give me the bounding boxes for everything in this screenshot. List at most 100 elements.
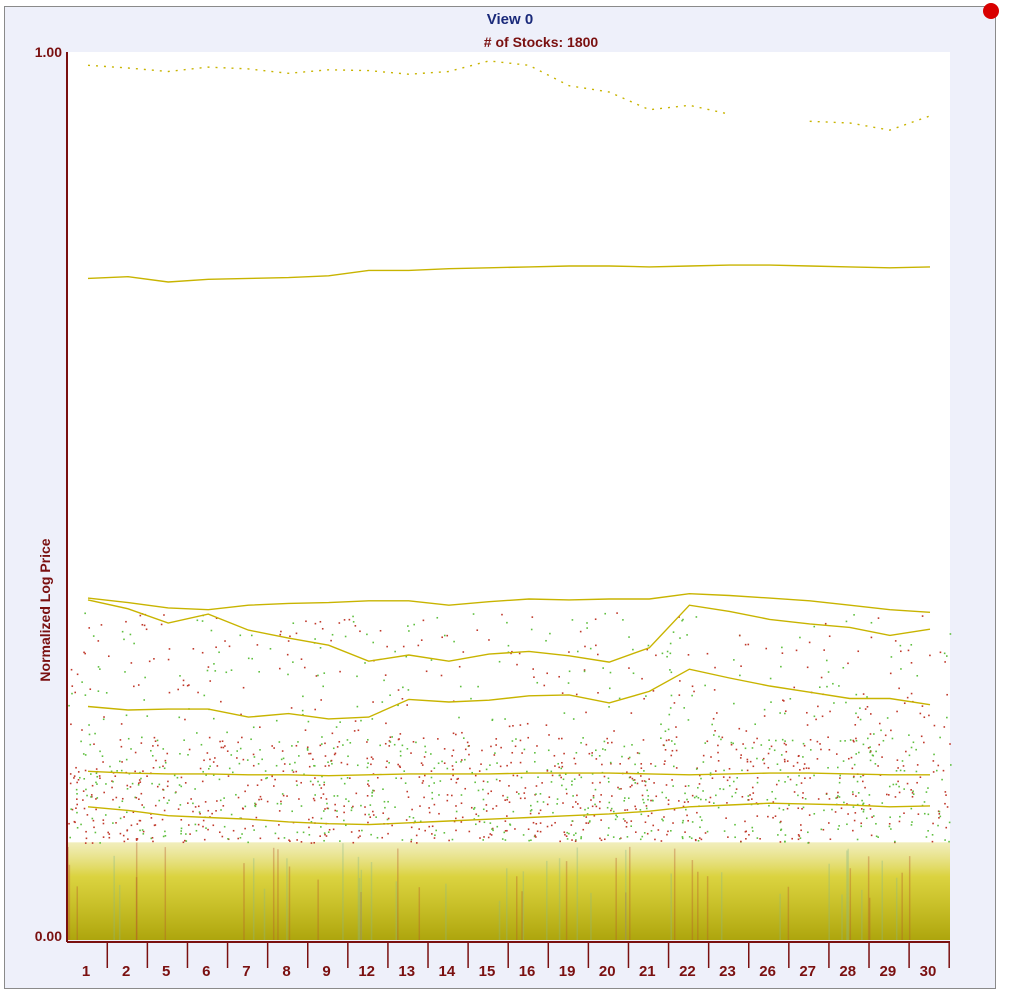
stock-dot bbox=[202, 825, 204, 828]
stock-dot bbox=[820, 828, 823, 831]
stock-dot bbox=[566, 838, 569, 840]
stock-dot bbox=[301, 709, 304, 712]
stock-dot bbox=[842, 666, 845, 669]
stock-dot bbox=[387, 832, 389, 835]
stock-dot bbox=[835, 753, 838, 755]
stock-dot bbox=[303, 773, 305, 776]
stock-dot bbox=[728, 776, 731, 779]
stock-dot bbox=[654, 838, 656, 841]
stock-dot bbox=[771, 790, 773, 793]
stock-dot bbox=[148, 660, 151, 663]
x-tick-label: 13 bbox=[398, 963, 415, 980]
stock-dot bbox=[496, 825, 499, 828]
stock-dot bbox=[437, 738, 439, 740]
stock-dot bbox=[700, 819, 703, 822]
stock-dot bbox=[910, 662, 913, 664]
stock-dot bbox=[650, 799, 652, 802]
stock-dot bbox=[587, 822, 590, 824]
stock-dot bbox=[76, 826, 79, 829]
stock-dot bbox=[714, 666, 716, 669]
stock-dot bbox=[762, 759, 764, 761]
stock-dot bbox=[370, 833, 372, 836]
stock-dot bbox=[700, 798, 702, 801]
stock-dot bbox=[281, 793, 284, 795]
stock-dot bbox=[566, 831, 568, 834]
stock-dot bbox=[901, 760, 904, 762]
stock-dot bbox=[560, 737, 563, 740]
stock-dot bbox=[597, 691, 599, 694]
stock-dot bbox=[336, 795, 339, 797]
stock-dot bbox=[630, 712, 633, 714]
stock-dot bbox=[126, 784, 129, 787]
stock-dot bbox=[645, 807, 648, 810]
stock-dot bbox=[763, 708, 766, 711]
stock-dot bbox=[510, 761, 512, 764]
stock-dot bbox=[781, 738, 784, 741]
stock-dot bbox=[460, 821, 463, 823]
stock-dot bbox=[782, 808, 785, 811]
stock-dot bbox=[801, 796, 804, 799]
stock-dot bbox=[473, 818, 476, 820]
stock-dot bbox=[343, 811, 345, 814]
stock-dot bbox=[282, 770, 285, 773]
stock-dot bbox=[910, 746, 913, 749]
stock-dot bbox=[903, 788, 905, 790]
stock-dot bbox=[140, 777, 142, 780]
stock-dot bbox=[163, 614, 165, 616]
stock-dot bbox=[862, 693, 865, 695]
stock-dot bbox=[899, 644, 902, 647]
stock-dot bbox=[130, 748, 132, 750]
stock-dot bbox=[516, 663, 518, 666]
stock-dot bbox=[386, 645, 388, 648]
stock-dot bbox=[152, 745, 154, 747]
stock-dot bbox=[678, 800, 680, 802]
stock-dot bbox=[102, 718, 105, 721]
stock-dot bbox=[717, 806, 720, 809]
stock-dot bbox=[670, 754, 673, 757]
stock-dot bbox=[119, 739, 122, 741]
stock-dot bbox=[572, 795, 574, 797]
stock-dot bbox=[322, 685, 324, 688]
stock-dot bbox=[346, 777, 349, 779]
stock-dot bbox=[588, 821, 591, 823]
stock-dot bbox=[384, 742, 387, 745]
stock-dot bbox=[634, 763, 636, 766]
stock-dot bbox=[292, 771, 295, 773]
stock-dot bbox=[509, 824, 512, 826]
stock-dot bbox=[428, 785, 430, 787]
stock-dot bbox=[626, 809, 629, 811]
stock-dot bbox=[398, 738, 400, 740]
stock-dot bbox=[855, 712, 857, 715]
stock-dot bbox=[536, 800, 539, 803]
stock-dot bbox=[340, 761, 343, 764]
stock-dot bbox=[230, 754, 233, 756]
stock-dot bbox=[327, 761, 329, 764]
stock-dot bbox=[333, 753, 336, 756]
stock-dot bbox=[534, 760, 536, 763]
stock-dot bbox=[898, 687, 900, 690]
stock-dot bbox=[799, 837, 802, 839]
stock-dot bbox=[492, 807, 494, 810]
stock-dot bbox=[654, 765, 657, 768]
x-tick-label: 1 bbox=[82, 963, 90, 980]
stock-dot bbox=[853, 763, 856, 766]
stock-dot bbox=[793, 791, 796, 793]
stock-dot bbox=[184, 718, 186, 721]
stock-dot bbox=[328, 828, 331, 831]
stock-dot bbox=[360, 804, 362, 807]
stock-dot bbox=[155, 759, 157, 762]
stock-dot bbox=[345, 824, 347, 827]
stock-dot bbox=[796, 761, 799, 764]
stock-dot bbox=[328, 764, 330, 767]
stock-dot bbox=[713, 802, 715, 804]
stock-dot bbox=[480, 763, 482, 765]
stock-dot bbox=[748, 834, 750, 836]
stock-dot bbox=[367, 762, 369, 764]
stock-dot bbox=[859, 718, 862, 721]
stock-dot bbox=[286, 653, 289, 656]
stock-dot bbox=[873, 733, 875, 735]
x-tick-label: 28 bbox=[839, 963, 856, 980]
stock-dot bbox=[896, 710, 898, 713]
stock-dot bbox=[595, 749, 597, 752]
stock-dot bbox=[98, 775, 101, 777]
